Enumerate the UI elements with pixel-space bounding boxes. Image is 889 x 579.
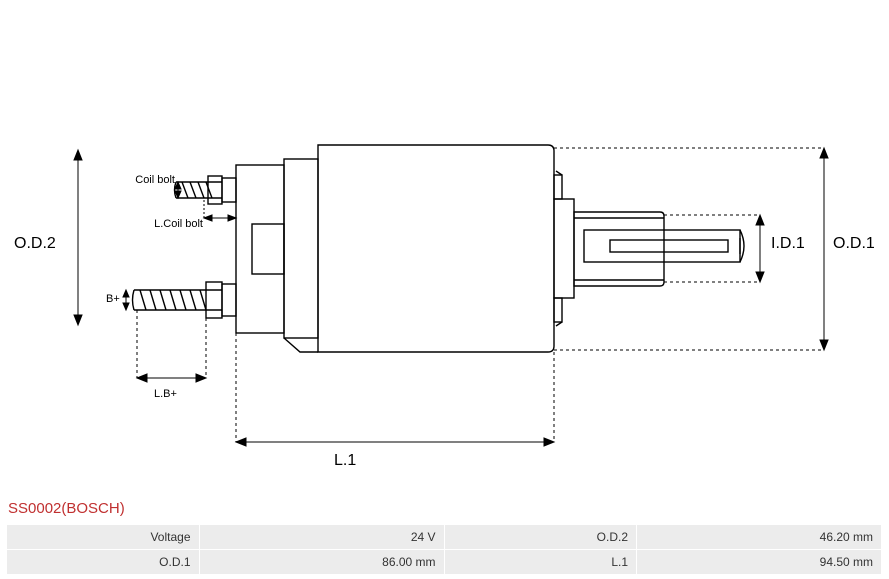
label-coilbolt: Coil bolt: [127, 174, 175, 186]
spec-table: Voltage 24 V O.D.2 46.20 mm O.D.1 86.00 …: [6, 524, 882, 575]
label-l1: L.1: [334, 452, 356, 470]
spec-value: 46.20 mm: [637, 525, 882, 550]
spec-label: O.D.1: [7, 550, 200, 575]
technical-drawing: O.D.2 O.D.1 I.D.1 L.1 L.B+ B+ Coil bolt …: [0, 0, 889, 495]
label-lbplus: L.B+: [154, 388, 177, 400]
spec-value: 24 V: [199, 525, 444, 550]
spec-label: O.D.2: [444, 525, 637, 550]
spec-value: 94.50 mm: [637, 550, 882, 575]
table-row: Voltage 24 V O.D.2 46.20 mm: [7, 525, 882, 550]
label-od2: O.D.2: [14, 235, 56, 253]
label-od1: O.D.1: [833, 235, 875, 253]
label-lcoilbolt: L.Coil bolt: [147, 218, 203, 230]
part-code: SS0002(BOSCH): [8, 500, 125, 517]
label-bplus: B+: [106, 293, 120, 305]
spec-value: 86.00 mm: [199, 550, 444, 575]
spec-label: L.1: [444, 550, 637, 575]
spec-label: Voltage: [7, 525, 200, 550]
label-id1: I.D.1: [771, 235, 805, 253]
drawing-svg: [0, 0, 889, 495]
table-row: O.D.1 86.00 mm L.1 94.50 mm: [7, 550, 882, 575]
